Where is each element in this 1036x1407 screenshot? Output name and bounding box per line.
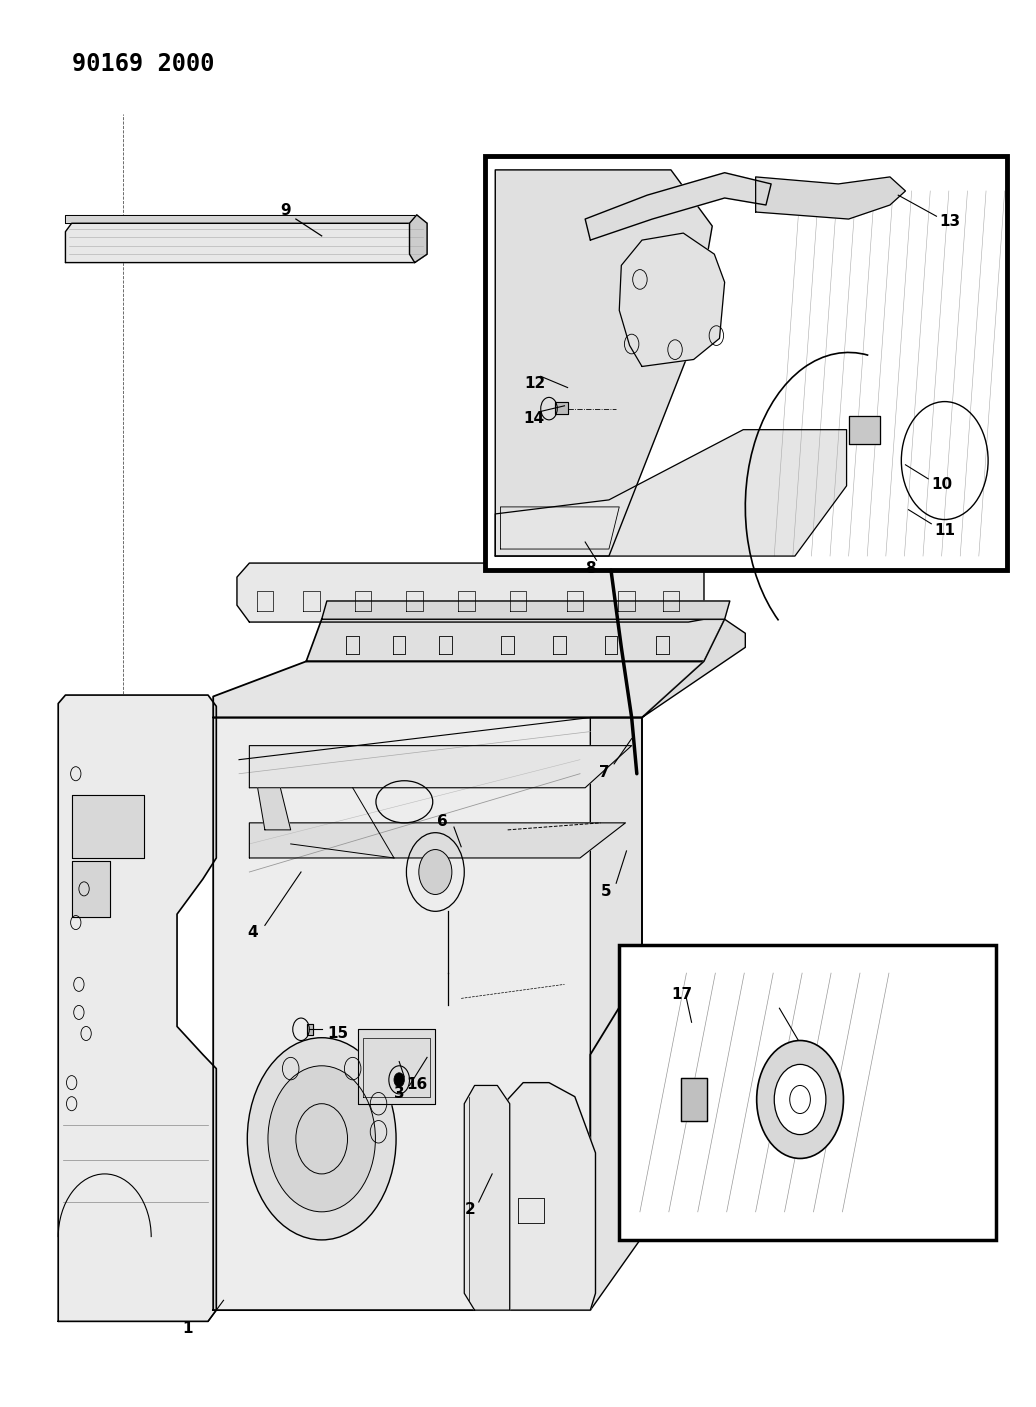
- Polygon shape: [71, 795, 144, 858]
- Polygon shape: [213, 661, 704, 718]
- Text: 6: 6: [437, 815, 449, 829]
- Polygon shape: [755, 177, 905, 219]
- Text: 8: 8: [585, 561, 596, 577]
- Polygon shape: [71, 861, 110, 917]
- Circle shape: [419, 850, 452, 895]
- Text: 16: 16: [406, 1076, 428, 1092]
- Text: 4: 4: [248, 924, 258, 940]
- Bar: [485, 156, 1007, 570]
- Polygon shape: [508, 1082, 596, 1310]
- Polygon shape: [555, 401, 568, 414]
- Polygon shape: [258, 788, 291, 830]
- Text: 1: 1: [182, 1321, 193, 1335]
- Polygon shape: [357, 1030, 435, 1103]
- Polygon shape: [322, 601, 729, 619]
- Text: 90169 2000: 90169 2000: [71, 52, 214, 76]
- Polygon shape: [585, 173, 771, 241]
- Text: 17: 17: [671, 986, 692, 1002]
- Text: 13: 13: [940, 214, 960, 229]
- Bar: [620, 946, 997, 1240]
- Polygon shape: [237, 563, 704, 622]
- Polygon shape: [58, 695, 217, 1321]
- Polygon shape: [495, 429, 846, 556]
- Polygon shape: [464, 1085, 510, 1310]
- Polygon shape: [591, 718, 642, 1310]
- Polygon shape: [307, 619, 724, 661]
- Text: 15: 15: [326, 1026, 348, 1041]
- Polygon shape: [250, 823, 626, 858]
- Text: 12: 12: [524, 376, 545, 391]
- Polygon shape: [65, 215, 416, 224]
- Polygon shape: [642, 619, 745, 718]
- Polygon shape: [250, 746, 632, 788]
- Polygon shape: [213, 718, 642, 1310]
- Text: 3: 3: [394, 1086, 405, 1102]
- Polygon shape: [848, 415, 880, 443]
- Circle shape: [394, 1072, 404, 1086]
- Text: 11: 11: [934, 523, 955, 539]
- Text: 10: 10: [931, 477, 952, 492]
- Circle shape: [774, 1064, 826, 1134]
- Text: 2: 2: [464, 1202, 476, 1217]
- Text: 5: 5: [601, 884, 611, 899]
- Circle shape: [248, 1038, 396, 1240]
- Circle shape: [268, 1065, 375, 1211]
- Polygon shape: [495, 170, 712, 556]
- Text: 7: 7: [599, 765, 609, 779]
- Polygon shape: [409, 215, 427, 263]
- Text: 9: 9: [281, 203, 291, 218]
- Text: 14: 14: [523, 411, 544, 426]
- Polygon shape: [65, 224, 427, 263]
- Circle shape: [756, 1041, 843, 1158]
- Polygon shape: [308, 1024, 314, 1036]
- Polygon shape: [620, 234, 724, 366]
- Polygon shape: [682, 1078, 708, 1120]
